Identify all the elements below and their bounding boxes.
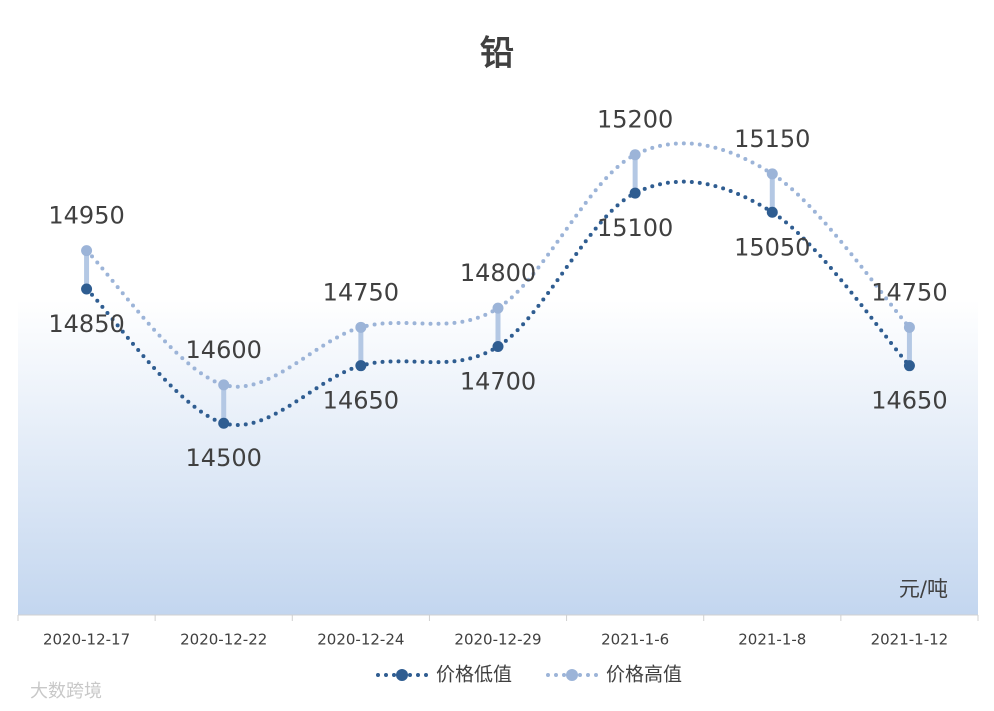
point bbox=[218, 417, 230, 429]
x-tick-label: 2021-1-6 bbox=[601, 631, 669, 649]
point bbox=[81, 245, 93, 257]
x-tick-label: 2020-12-22 bbox=[180, 631, 267, 649]
data-label: 14650 bbox=[871, 387, 947, 415]
point bbox=[355, 360, 367, 372]
watermark: 大数跨境 bbox=[30, 681, 102, 702]
point bbox=[903, 321, 915, 333]
data-label: 15200 bbox=[597, 106, 673, 134]
point bbox=[903, 360, 915, 372]
point bbox=[766, 168, 778, 180]
data-label: 15150 bbox=[734, 125, 810, 153]
x-tick-label: 2020-12-29 bbox=[454, 631, 541, 649]
data-label: 15050 bbox=[734, 233, 810, 261]
point bbox=[355, 321, 367, 333]
point bbox=[629, 149, 641, 161]
chart-title: 铅 bbox=[480, 34, 514, 74]
legend-marker bbox=[566, 669, 578, 681]
legend-label: 价格高值 bbox=[606, 664, 682, 686]
legend-label: 价格低值 bbox=[436, 664, 512, 686]
x-tick-label: 2020-12-17 bbox=[43, 631, 130, 649]
data-label: 14700 bbox=[460, 368, 536, 396]
x-tick-label: 2021-1-12 bbox=[871, 631, 949, 649]
point bbox=[766, 206, 778, 218]
data-label: 14850 bbox=[48, 310, 124, 338]
data-label: 14750 bbox=[323, 278, 399, 306]
data-label: 14650 bbox=[323, 387, 399, 415]
data-label: 15100 bbox=[597, 214, 673, 242]
data-label: 14600 bbox=[186, 336, 262, 364]
point bbox=[629, 187, 641, 199]
point bbox=[492, 341, 504, 352]
data-label: 14500 bbox=[186, 444, 262, 472]
x-tick-label: 2020-12-24 bbox=[317, 631, 404, 649]
x-tick-label: 2021-1-8 bbox=[738, 631, 806, 649]
point bbox=[492, 302, 504, 314]
legend-marker bbox=[396, 669, 408, 681]
data-label: 14950 bbox=[48, 202, 124, 230]
point bbox=[81, 283, 93, 295]
data-label: 14750 bbox=[871, 278, 947, 306]
point bbox=[218, 379, 230, 391]
data-label: 14800 bbox=[460, 259, 536, 287]
unit-label: 元/吨 bbox=[899, 577, 948, 601]
